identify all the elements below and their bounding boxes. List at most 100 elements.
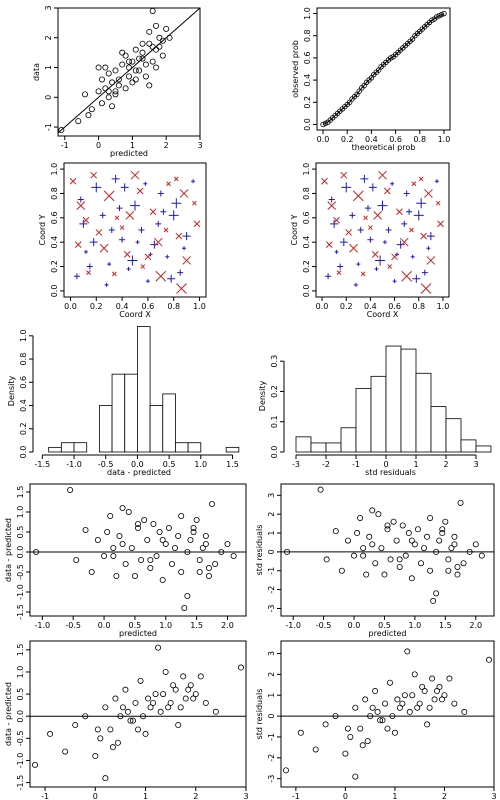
data-point — [107, 513, 114, 520]
x-point — [378, 170, 387, 180]
x-point — [327, 201, 337, 210]
data-point — [115, 82, 122, 89]
y-tick-label: -1.5 — [16, 604, 25, 620]
data-point — [399, 522, 406, 529]
cross-point — [167, 274, 176, 283]
x-point — [175, 232, 183, 240]
cross-point — [155, 220, 162, 227]
x-tick-label: 2 — [442, 792, 447, 800]
y-tick-label: -0.5 — [16, 564, 25, 580]
x-tick-label: 0.4 — [116, 302, 129, 311]
data-point — [105, 88, 112, 95]
data-point — [399, 700, 406, 707]
data-point — [163, 25, 170, 32]
histogram-bar — [48, 446, 62, 453]
y-tick-label: 2 — [44, 35, 53, 40]
data-point — [162, 668, 169, 675]
data-point — [97, 735, 104, 742]
x-axis: 0.0 0.2 0.4 0.6 0.8 1.0 Coord X — [64, 296, 206, 319]
x-point — [426, 256, 436, 265]
data-point — [122, 85, 129, 92]
cross-point — [99, 212, 106, 219]
data-point — [448, 545, 455, 552]
chart-p6: -3 -2 -1 0 1 2 3 std residuals 0.0 0.1 0.2 0.3 Densi… — [258, 345, 492, 477]
data-point — [192, 691, 199, 698]
x-tick-label: 0 — [383, 460, 388, 469]
cross-point — [341, 182, 352, 193]
plot-frame — [280, 483, 495, 617]
x-point — [99, 243, 109, 253]
cross-point — [171, 198, 182, 209]
y-tick-label: 1.0 — [16, 506, 25, 519]
y-tick-label: 0.0 — [16, 546, 25, 559]
data-point — [119, 504, 126, 511]
x-tick-label: 0.0 — [316, 302, 329, 311]
x-tick-label: 3 — [491, 792, 496, 800]
x-point — [363, 215, 368, 221]
data-point — [167, 699, 174, 706]
data-point — [159, 537, 166, 544]
x-tick-label: 0 — [96, 141, 101, 150]
data-point — [424, 721, 431, 728]
data-point — [144, 537, 151, 544]
x-point — [340, 171, 348, 179]
data-point — [344, 537, 351, 544]
cross-point — [382, 240, 387, 245]
x-point — [90, 171, 98, 179]
x-tick-label: -1.0 — [35, 621, 51, 630]
cross-point — [403, 190, 410, 197]
histogram-bar — [149, 405, 164, 453]
x-point — [352, 190, 364, 202]
x-tick-label: -1 — [61, 141, 69, 150]
cross-point — [91, 182, 102, 193]
data-point — [109, 79, 116, 86]
histogram-bar — [60, 442, 75, 453]
x-point — [420, 283, 432, 294]
cross-point — [73, 273, 80, 280]
x-tick-label: 0.5 — [129, 621, 142, 630]
histogram-bar — [355, 388, 372, 453]
x-point — [149, 208, 157, 216]
data-point — [146, 28, 153, 35]
x-point — [76, 201, 86, 210]
y-tick-label: 0 — [267, 714, 276, 719]
y-tick-label: 0.8 — [19, 353, 28, 366]
cross-point — [120, 183, 129, 192]
data-point — [159, 577, 166, 584]
x-tick-label: 0 — [343, 792, 348, 800]
data-point — [357, 514, 364, 521]
cross-point — [412, 274, 421, 283]
cross-point — [416, 198, 427, 209]
data-point — [426, 704, 433, 711]
data-point — [424, 533, 431, 540]
x-tick-label: 3 — [473, 460, 478, 469]
data-point — [237, 664, 244, 671]
data-point — [160, 691, 167, 698]
plot-marks — [281, 648, 494, 780]
histogram-bar — [460, 439, 477, 453]
y-tick-label: 2 — [267, 672, 276, 677]
x-tick-label: 1.5 — [226, 460, 239, 469]
data-point — [451, 700, 458, 707]
qq-line — [322, 13, 445, 125]
series-x — [321, 170, 444, 294]
x-tick-label: 2.0 — [469, 621, 482, 630]
x-tick-label: 0.0 — [317, 135, 330, 144]
x-point — [336, 270, 342, 275]
data-point — [184, 593, 191, 600]
data-point — [446, 675, 453, 682]
cross-point — [374, 266, 379, 271]
data-point — [102, 85, 109, 92]
y-tick-label: 0.8 — [50, 187, 59, 200]
data-point — [387, 556, 394, 563]
data-point — [396, 563, 403, 570]
x-point — [368, 225, 373, 230]
histogram-bar — [340, 427, 357, 453]
data-point — [472, 541, 479, 548]
data-point — [323, 556, 330, 563]
data-point — [98, 100, 105, 107]
x-axis-title: std residuals — [365, 468, 416, 477]
data-point — [419, 683, 426, 690]
cross-point — [325, 273, 332, 280]
